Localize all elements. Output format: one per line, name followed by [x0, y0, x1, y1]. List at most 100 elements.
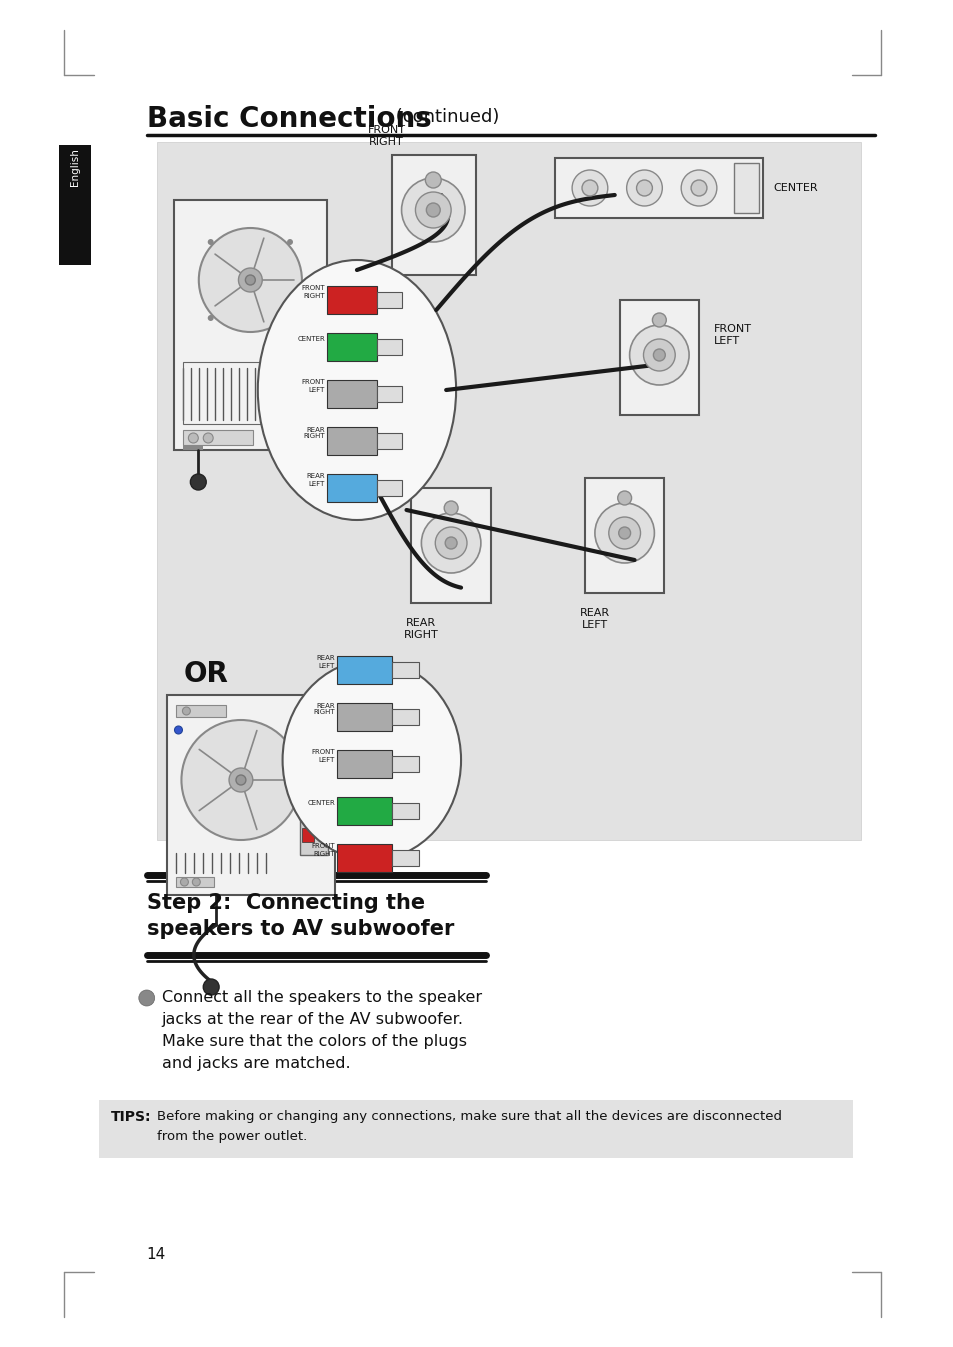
Text: jacks at the rear of the AV subwoofer.: jacks at the rear of the AV subwoofer.	[161, 1012, 463, 1026]
Bar	[279, 330, 321, 420]
Circle shape	[181, 721, 300, 841]
Bar	[336, 845, 392, 872]
Bar	[307, 370, 317, 383]
Ellipse shape	[282, 660, 460, 859]
Bar	[183, 362, 282, 424]
Bar	[59, 145, 91, 265]
Bar	[302, 756, 314, 770]
Text: REAR
RIGHT: REAR RIGHT	[303, 427, 325, 439]
Bar	[584, 478, 663, 593]
Text: REAR
LEFT: REAR LEFT	[579, 607, 609, 629]
Text: REAR
LEFT: REAR LEFT	[306, 474, 325, 486]
Circle shape	[617, 492, 631, 505]
Bar	[733, 163, 758, 213]
Circle shape	[581, 180, 598, 197]
Bar	[176, 704, 226, 717]
Bar	[156, 141, 860, 841]
Circle shape	[618, 527, 630, 539]
Text: FRONT
RIGHT: FRONT RIGHT	[367, 125, 405, 147]
Circle shape	[182, 707, 191, 715]
Circle shape	[191, 474, 206, 490]
Circle shape	[608, 517, 639, 550]
Bar	[167, 695, 335, 894]
Circle shape	[198, 228, 301, 331]
Text: CENTER: CENTER	[297, 335, 325, 342]
Bar	[307, 354, 317, 366]
Circle shape	[208, 315, 213, 321]
Circle shape	[636, 180, 652, 197]
Bar	[376, 432, 401, 449]
Circle shape	[626, 170, 661, 206]
Bar	[307, 338, 317, 350]
Text: OR: OR	[183, 660, 228, 688]
Text: Step 2:  Connecting the: Step 2: Connecting the	[147, 893, 424, 913]
Bar	[619, 300, 699, 415]
Bar	[302, 828, 314, 842]
Bar	[376, 339, 401, 356]
Bar	[376, 480, 401, 496]
Bar	[302, 780, 314, 793]
Circle shape	[180, 878, 188, 886]
Circle shape	[421, 513, 480, 572]
Bar	[392, 803, 419, 819]
Bar	[99, 1100, 852, 1158]
Text: FRONT
RIGHT: FRONT RIGHT	[301, 286, 325, 299]
Circle shape	[401, 178, 464, 242]
Text: FRONT
LEFT: FRONT LEFT	[301, 380, 325, 392]
Bar	[392, 756, 419, 772]
Circle shape	[425, 172, 440, 189]
Text: TIPS:: TIPS:	[111, 1110, 152, 1123]
Text: REAR
LEFT: REAR LEFT	[316, 656, 335, 668]
Bar	[336, 656, 392, 684]
Bar	[336, 703, 392, 731]
Circle shape	[287, 238, 293, 245]
Circle shape	[415, 193, 451, 228]
Bar	[176, 877, 213, 888]
Bar	[302, 804, 314, 818]
Bar	[392, 709, 419, 725]
Bar	[327, 474, 376, 502]
Text: and jacks are matched.: and jacks are matched.	[161, 1056, 350, 1071]
Text: Make sure that the colors of the plugs: Make sure that the colors of the plugs	[161, 1034, 466, 1049]
Bar	[300, 725, 328, 855]
Circle shape	[203, 432, 213, 443]
Circle shape	[287, 315, 293, 321]
Circle shape	[426, 203, 439, 217]
Bar	[302, 731, 314, 746]
Text: FRONT
LEFT: FRONT LEFT	[713, 325, 751, 346]
Bar	[555, 158, 762, 218]
Circle shape	[235, 775, 246, 785]
Bar	[327, 286, 376, 314]
Ellipse shape	[257, 260, 456, 520]
Circle shape	[188, 432, 198, 443]
Text: CENTER: CENTER	[773, 183, 817, 193]
Text: FRONT
LEFT: FRONT LEFT	[312, 749, 335, 762]
Circle shape	[208, 238, 213, 245]
Circle shape	[572, 170, 607, 206]
Circle shape	[229, 768, 253, 792]
Bar	[183, 442, 203, 450]
Text: CENTER: CENTER	[307, 800, 335, 806]
Circle shape	[193, 878, 200, 886]
Text: Before making or changing any connections, make sure that all the devices are di: Before making or changing any connection…	[156, 1110, 781, 1123]
Circle shape	[643, 339, 675, 370]
Circle shape	[629, 325, 688, 385]
Circle shape	[680, 170, 716, 206]
Text: 14: 14	[147, 1247, 166, 1262]
Circle shape	[690, 180, 706, 197]
Circle shape	[435, 527, 467, 559]
Circle shape	[245, 275, 255, 286]
Bar	[392, 155, 476, 275]
Circle shape	[445, 537, 456, 550]
Text: English: English	[71, 148, 80, 186]
Text: (continued): (continued)	[389, 108, 498, 127]
Bar	[327, 427, 376, 455]
Circle shape	[139, 990, 154, 1006]
Bar	[307, 387, 317, 397]
Bar	[307, 401, 317, 414]
Bar	[392, 850, 419, 866]
Bar	[336, 750, 392, 779]
Text: Connect all the speakers to the speaker: Connect all the speakers to the speaker	[161, 990, 481, 1005]
Text: FRONT
RIGHT: FRONT RIGHT	[312, 843, 335, 857]
Text: speakers to AV subwoofer: speakers to AV subwoofer	[147, 919, 454, 939]
